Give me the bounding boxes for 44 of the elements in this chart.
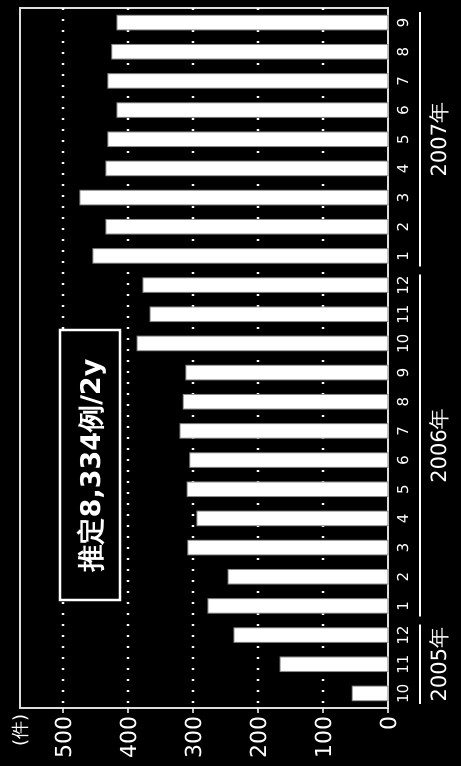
y-tick-label: 1: [394, 601, 412, 611]
y-tick-label: 8: [394, 46, 412, 57]
y-tick-label: 3: [394, 542, 412, 552]
y-tick-label: 10: [394, 684, 412, 703]
y-tick-label: 10: [394, 334, 412, 353]
bar: [187, 540, 388, 556]
y-tick-label: 9: [394, 368, 412, 378]
x-tick-label: 0: [377, 716, 402, 730]
x-tick-label: 200: [247, 716, 272, 758]
y-tick-label: 9: [394, 18, 412, 28]
y-tick-label: 3: [394, 192, 412, 202]
bar: [107, 73, 388, 89]
y-tick-label: 12: [394, 276, 412, 295]
y-tick-label: 1: [394, 251, 412, 261]
y-axis-title: (件): [10, 714, 31, 746]
y-tick-label: 8: [394, 396, 412, 407]
bar: [105, 160, 388, 176]
bar: [228, 568, 388, 585]
bar: [280, 656, 388, 672]
text: 2005年: [427, 627, 451, 702]
y-tick-label: 4: [394, 514, 412, 524]
x-tick-label: 500: [52, 716, 77, 758]
y-tick-label: 11: [394, 304, 412, 324]
bar: [136, 336, 388, 352]
y-tick-label: 7: [394, 426, 412, 436]
bar: [189, 452, 388, 468]
text: 2007年: [427, 102, 451, 176]
y-tick-label: 11: [394, 654, 412, 674]
y-tick-label: 2: [394, 222, 412, 232]
bar: [92, 248, 388, 264]
annotation: 推定8,334例/2y: [76, 358, 107, 572]
y-tick-label: 5: [394, 134, 412, 144]
y-tick-label: 5: [394, 484, 412, 494]
y-tick-label: 6: [394, 455, 412, 465]
text: 2006年: [427, 408, 451, 483]
y-tick-label: 2: [394, 572, 412, 582]
x-tick-label: 100: [312, 716, 337, 758]
x-tick-label: 300: [182, 716, 207, 758]
x-tick-label: 400: [117, 716, 142, 758]
y-tick-label: 4: [394, 164, 412, 174]
y-tick-label: 7: [394, 76, 412, 86]
y-tick-label: 6: [394, 105, 412, 115]
bar: [352, 686, 388, 702]
y-tick-label: 12: [394, 626, 412, 645]
